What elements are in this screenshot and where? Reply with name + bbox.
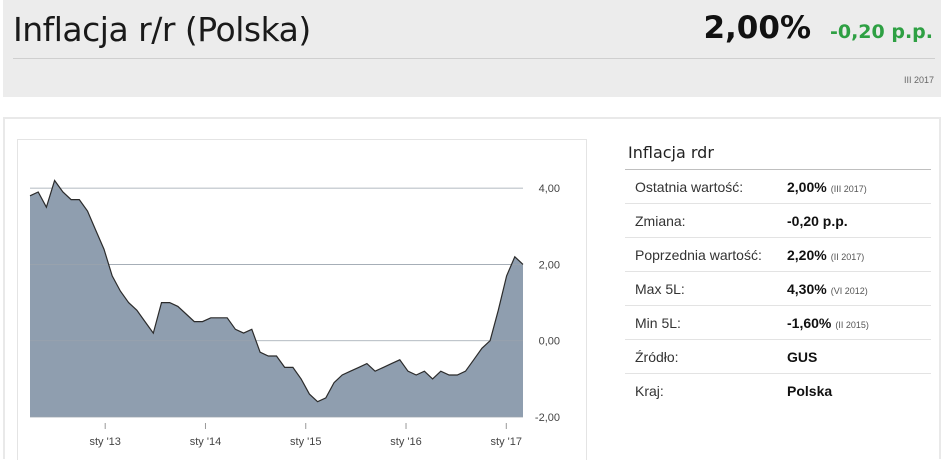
info-row-value-cell: -0,20 p.p. [787, 203, 931, 238]
info-row: Max 5L: 4,30% (VI 2012) [625, 271, 931, 306]
period-label: III 2017 [903, 75, 934, 85]
info-row-note: (II 2017) [830, 251, 865, 262]
y-tick-label: 2,00 [539, 259, 560, 271]
info-row: Źródło: GUS [625, 339, 931, 374]
info-row-value-cell: 4,30% (VI 2012) [787, 271, 931, 306]
info-row-note: (II 2015) [835, 319, 869, 330]
info-row-label: Ostatnia wartość: [625, 170, 787, 204]
info-row-note: (III 2017) [830, 183, 867, 194]
y-axis-label: Wartość [583, 260, 586, 300]
info-row-value: Polska [787, 382, 833, 399]
series-line [29, 179, 524, 403]
header-divider [13, 58, 935, 59]
info-row-value-cell: 2,00% (III 2017) [787, 170, 931, 204]
info-title: Inflacja rdr [625, 139, 931, 170]
info-row-value-cell: GUS [787, 339, 931, 374]
inflation-chart[interactable]: 4,00 2,00 0,00 -2,00 sty '13 sty '14 sty '15 st… [18, 140, 586, 460]
info-row: Kraj: Polska [625, 374, 931, 408]
info-row-value: GUS [787, 348, 818, 365]
info-row-label: Max 5L: [625, 271, 787, 306]
y-tick-label: 0,00 [539, 336, 560, 348]
chart-container[interactable]: 4,00 2,00 0,00 -2,00 sty '13 sty '14 sty '15 st… [17, 139, 587, 460]
info-row-label: Poprzednia wartość: [625, 237, 787, 272]
change-value: -0,20 p.p. [829, 21, 933, 43]
info-row-label: Źródło: [625, 339, 787, 374]
x-tick-label: sty '17 [491, 436, 522, 448]
current-value: 2,00% [703, 10, 811, 46]
info-row: Ostatnia wartość: 2,00% (III 2017) [625, 170, 931, 204]
info-row-label: Kraj: [635, 382, 664, 399]
x-tick-label: sty '14 [190, 436, 221, 448]
info-panel: Inflacja rdr Ostatnia wartość: 2,00% (III … [625, 139, 931, 407]
info-row-value-cell: -1,60% (II 2015) [787, 305, 931, 340]
area-fill [30, 180, 523, 417]
info-row-value: 2,00% [787, 178, 827, 195]
header-bar: Inflacja r/r (Polska) 2,00% -0,20 p.p. I… [3, 0, 941, 97]
x-tick-label: sty '13 [89, 436, 120, 448]
info-row-label: Zmiana: [625, 203, 787, 238]
x-tick-label: sty '16 [390, 436, 421, 448]
info-row-value: 4,30% [787, 280, 827, 297]
info-row-label: Min 5L: [625, 305, 787, 340]
x-tick-label: sty '15 [290, 436, 321, 448]
info-row-value-cell: Polska [787, 374, 931, 408]
y-tick-label: -2,00 [535, 412, 560, 424]
info-row: Poprzednia wartość: 2,20% (II 2017) [625, 237, 931, 272]
info-row-value-cell: 2,20% (II 2017) [787, 237, 931, 272]
info-row-note: (VI 2012) [830, 285, 868, 296]
y-tick-label: 4,00 [539, 183, 560, 195]
info-row: Min 5L: -1,60% (II 2015) [625, 305, 931, 340]
info-row-value: -0,20 p.p. [787, 212, 848, 229]
info-table: Ostatnia wartość: 2,00% (III 2017) Zmiana: -… [625, 170, 931, 407]
info-row-value: -1,60% [787, 314, 832, 331]
info-row: Zmiana: -0,20 p.p. [625, 203, 931, 238]
content-panel: 4,00 2,00 0,00 -2,00 sty '13 sty '14 sty '15 st… [3, 117, 941, 460]
page-title: Inflacja r/r (Polska) [13, 10, 311, 49]
info-row-value: 2,20% [787, 246, 827, 263]
